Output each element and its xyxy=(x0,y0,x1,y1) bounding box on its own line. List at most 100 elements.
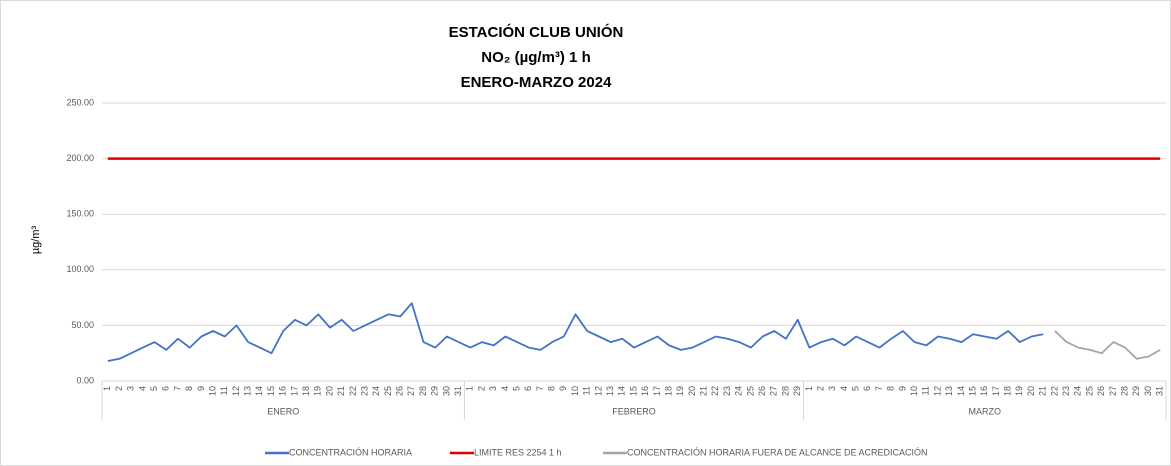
chart-title: ENERO-MARZO 2024 xyxy=(461,74,613,91)
x-tick-label: 1 xyxy=(804,386,814,391)
x-tick-label: 1 xyxy=(102,386,112,391)
x-tick-label: 17 xyxy=(991,386,1001,396)
x-tick-label: 10 xyxy=(570,386,580,396)
x-tick-label: 7 xyxy=(874,386,884,391)
x-tick-label: 5 xyxy=(851,386,861,391)
x-tick-label: 7 xyxy=(172,386,182,391)
x-tick-label: 21 xyxy=(336,386,346,396)
x-tick-label: 15 xyxy=(266,386,276,396)
x-tick-label: 4 xyxy=(137,386,147,391)
x-tick-label: 23 xyxy=(722,386,732,396)
x-tick-label: 13 xyxy=(243,386,253,396)
x-tick-label: 9 xyxy=(558,386,568,391)
x-tick-label: 26 xyxy=(757,386,767,396)
x-tick-label: 19 xyxy=(313,386,323,396)
x-tick-label: 24 xyxy=(734,386,744,396)
x-tick-label: 19 xyxy=(675,386,685,396)
month-label: MARZO xyxy=(969,406,1002,416)
x-tick-label: 31 xyxy=(453,386,463,396)
y-axis-label: µg/m³ xyxy=(30,225,42,254)
x-tick-label: 18 xyxy=(663,386,673,396)
x-tick-label: 20 xyxy=(324,386,334,396)
x-tick-label: 12 xyxy=(932,386,942,396)
series-line xyxy=(1054,330,1161,360)
x-tick-label: 23 xyxy=(359,386,369,396)
x-tick-label: 13 xyxy=(605,386,615,396)
x-tick-label: 28 xyxy=(1119,386,1129,396)
x-tick-label: 12 xyxy=(593,386,603,396)
y-tick-label: 0.00 xyxy=(76,375,94,385)
x-tick-label: 8 xyxy=(886,386,896,391)
x-tick-label: 29 xyxy=(792,386,802,396)
x-tick-label: 4 xyxy=(839,386,849,391)
x-tick-label: 14 xyxy=(956,386,966,396)
x-tick-label: 17 xyxy=(289,386,299,396)
x-tick-label: 17 xyxy=(652,386,662,396)
x-tick-label: 20 xyxy=(1026,386,1036,396)
x-tick-label: 24 xyxy=(1073,386,1083,396)
y-tick-label: 50.00 xyxy=(71,320,94,330)
x-tick-label: 18 xyxy=(301,386,311,396)
y-tick-label: 200.00 xyxy=(66,153,94,163)
x-tick-label: 6 xyxy=(523,386,533,391)
x-tick-label: 11 xyxy=(219,386,229,395)
x-tick-label: 5 xyxy=(149,386,159,391)
x-tick-label: 6 xyxy=(161,386,171,391)
x-tick-label: 10 xyxy=(909,386,919,396)
y-tick-label: 250.00 xyxy=(66,97,94,107)
x-tick-label: 27 xyxy=(406,386,416,396)
x-tick-label: 4 xyxy=(500,386,510,391)
y-tick-label: 100.00 xyxy=(66,264,94,274)
x-tick-label: 19 xyxy=(1014,386,1024,396)
x-tick-label: 25 xyxy=(383,386,393,396)
month-label: FEBRERO xyxy=(612,406,656,416)
legend-label: LIMITE RES 2254 1 h xyxy=(474,447,562,457)
x-tick-label: 9 xyxy=(196,386,206,391)
x-tick-label: 15 xyxy=(967,386,977,396)
legend-label: CONCENTRACIÓN HORARIA FUERA DE ALCANCE D… xyxy=(627,447,928,457)
x-tick-label: 24 xyxy=(371,386,381,396)
x-tick-label: 2 xyxy=(476,386,486,391)
x-tick-label: 26 xyxy=(395,386,405,396)
x-tick-label: 27 xyxy=(1108,386,1118,396)
x-tick-label: 22 xyxy=(348,386,358,396)
x-tick-label: 11 xyxy=(582,386,592,395)
x-tick-label: 22 xyxy=(1049,386,1059,396)
x-tick-label: 7 xyxy=(535,386,545,391)
x-tick-label: 15 xyxy=(628,386,638,396)
x-tick-label: 29 xyxy=(430,386,440,396)
x-tick-label: 25 xyxy=(1084,386,1094,396)
x-tick-label: 22 xyxy=(710,386,720,396)
x-tick-label: 16 xyxy=(278,386,288,396)
x-tick-label: 30 xyxy=(1143,386,1153,396)
y-tick-label: 150.00 xyxy=(66,209,94,219)
x-tick-label: 9 xyxy=(897,386,907,391)
legend-label: CONCENTRACIÓN HORARIA xyxy=(289,447,412,457)
chart-title: ESTACIÓN CLUB UNIÓN xyxy=(449,23,624,41)
x-tick-label: 2 xyxy=(815,386,825,391)
x-tick-label: 25 xyxy=(745,386,755,396)
x-tick-label: 11 xyxy=(921,386,931,395)
x-tick-label: 30 xyxy=(441,386,451,396)
x-tick-label: 16 xyxy=(979,386,989,396)
x-tick-label: 14 xyxy=(617,386,627,396)
x-tick-label: 8 xyxy=(184,386,194,391)
x-tick-label: 3 xyxy=(126,386,136,391)
x-tick-label: 12 xyxy=(231,386,241,396)
x-tick-label: 2 xyxy=(114,386,124,391)
x-tick-label: 1 xyxy=(465,386,475,391)
x-tick-label: 14 xyxy=(254,386,264,396)
x-tick-label: 29 xyxy=(1131,386,1141,396)
x-tick-label: 13 xyxy=(944,386,954,396)
x-tick-label: 18 xyxy=(1003,386,1013,396)
x-tick-label: 3 xyxy=(488,386,498,391)
x-tick-label: 27 xyxy=(769,386,779,396)
x-tick-label: 23 xyxy=(1061,386,1071,396)
x-tick-label: 28 xyxy=(418,386,428,396)
month-label: ENERO xyxy=(267,406,299,416)
x-tick-label: 8 xyxy=(547,386,557,391)
x-tick-label: 21 xyxy=(699,386,709,396)
